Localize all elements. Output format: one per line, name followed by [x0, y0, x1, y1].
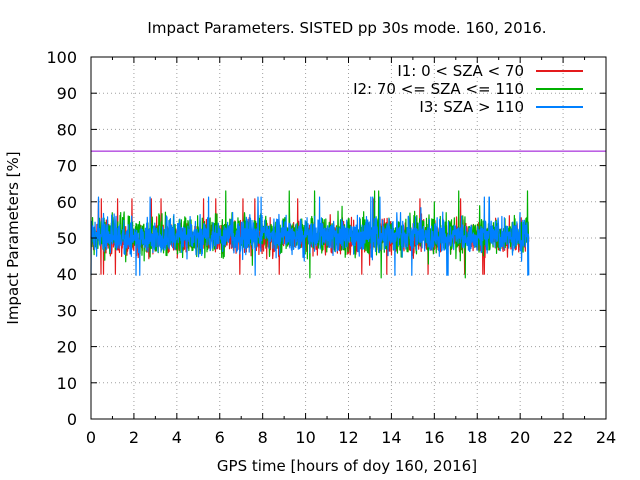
legend-label-2: I2: 70 <= SZA <= 110	[353, 80, 524, 98]
y-tick-label: 60	[57, 193, 77, 212]
x-tick-label: 16	[424, 428, 444, 447]
x-tick-label: 10	[295, 428, 315, 447]
y-tick-label: 20	[57, 338, 77, 357]
x-tick-label: 6	[215, 428, 225, 447]
x-axis-label: GPS time [hours of doy 160, 2016]	[217, 457, 477, 475]
x-tick-label: 20	[510, 428, 530, 447]
x-tick-label: 24	[596, 428, 616, 447]
series-line-3	[90, 196, 530, 276]
chart-title: Impact Parameters. SISTED pp 30s mode. 1…	[147, 19, 546, 37]
x-tick-label: 4	[172, 428, 182, 447]
y-tick-label: 90	[57, 84, 77, 103]
legend-label-1: I1: 0 < SZA < 70	[397, 62, 524, 80]
y-tick-label: 40	[57, 265, 77, 284]
x-tick-label: 0	[86, 428, 96, 447]
axis-ticks: 0 2 4 6 8 10 12 14 16 18 20 22 240102030405060708090…	[46, 48, 616, 447]
x-tick-label: 2	[129, 428, 139, 447]
y-tick-label: 70	[57, 157, 77, 176]
series-line-2	[90, 190, 530, 279]
x-tick-label: 22	[553, 428, 573, 447]
y-tick-label: 30	[57, 301, 77, 320]
x-tick-label: 14	[381, 428, 401, 447]
x-tick-label: 18	[467, 428, 487, 447]
y-tick-label: 0	[67, 410, 77, 429]
y-tick-label: 100	[46, 48, 77, 67]
legend-label-3: I3: SZA > 110	[419, 98, 524, 116]
y-axis-label: Impact Parameters [%]	[4, 151, 22, 324]
x-tick-label: 12	[338, 428, 358, 447]
x-tick-label: 8	[258, 428, 268, 447]
y-tick-label: 80	[57, 120, 77, 139]
y-tick-label: 10	[57, 374, 77, 393]
series-layer	[90, 190, 530, 279]
y-tick-label: 50	[57, 229, 77, 248]
